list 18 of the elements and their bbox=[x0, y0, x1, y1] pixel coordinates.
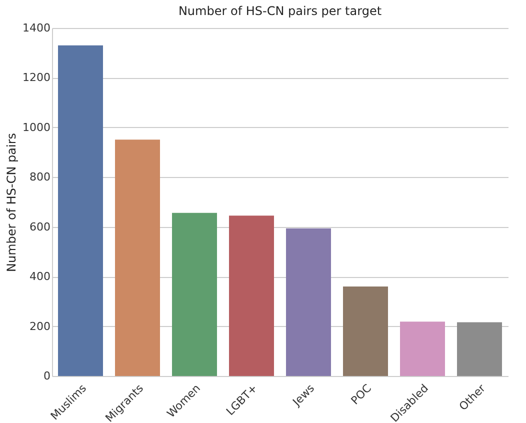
bar bbox=[115, 140, 160, 376]
y-axis-title: Number of HS-CN pairs bbox=[4, 132, 19, 272]
y-tick-label: 600 bbox=[30, 220, 50, 234]
y-tick-label: 200 bbox=[30, 320, 50, 333]
bar bbox=[286, 228, 331, 376]
y-tick-label: 0 bbox=[44, 370, 50, 382]
y-tick-label: 1200 bbox=[22, 71, 50, 84]
bar bbox=[229, 216, 274, 376]
bar bbox=[172, 212, 217, 376]
y-tick-label: 800 bbox=[30, 170, 50, 184]
bar bbox=[457, 322, 502, 376]
chart-title: Number of HS-CN pairs per target bbox=[178, 4, 382, 18]
y-tick-label: 1000 bbox=[22, 120, 50, 134]
bar bbox=[400, 322, 445, 376]
bar bbox=[343, 286, 388, 376]
bar bbox=[58, 45, 103, 376]
y-tick-label: 1400 bbox=[22, 22, 50, 34]
y-tick-label: 400 bbox=[30, 270, 50, 284]
